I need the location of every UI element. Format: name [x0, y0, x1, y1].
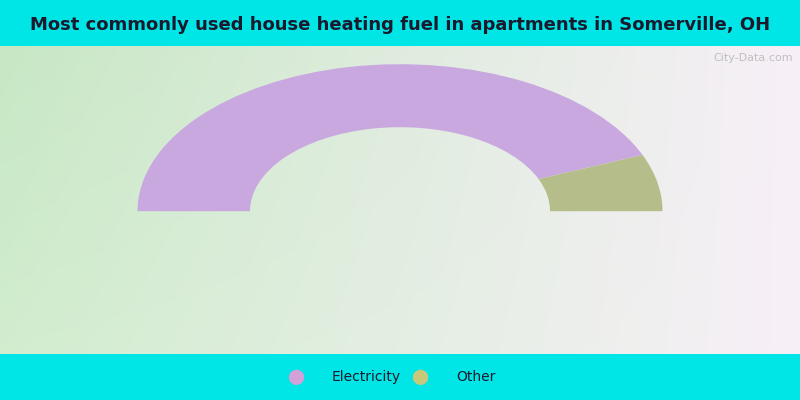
Text: Electricity: Electricity: [332, 370, 401, 384]
Text: Most commonly used house heating fuel in apartments in Somerville, OH: Most commonly used house heating fuel in…: [30, 16, 770, 34]
Text: City-Data.com: City-Data.com: [713, 53, 793, 63]
Text: Other: Other: [456, 370, 495, 384]
Wedge shape: [538, 155, 662, 211]
Text: ⬤: ⬤: [287, 369, 305, 385]
Text: ⬤: ⬤: [411, 369, 429, 385]
Wedge shape: [138, 64, 642, 211]
